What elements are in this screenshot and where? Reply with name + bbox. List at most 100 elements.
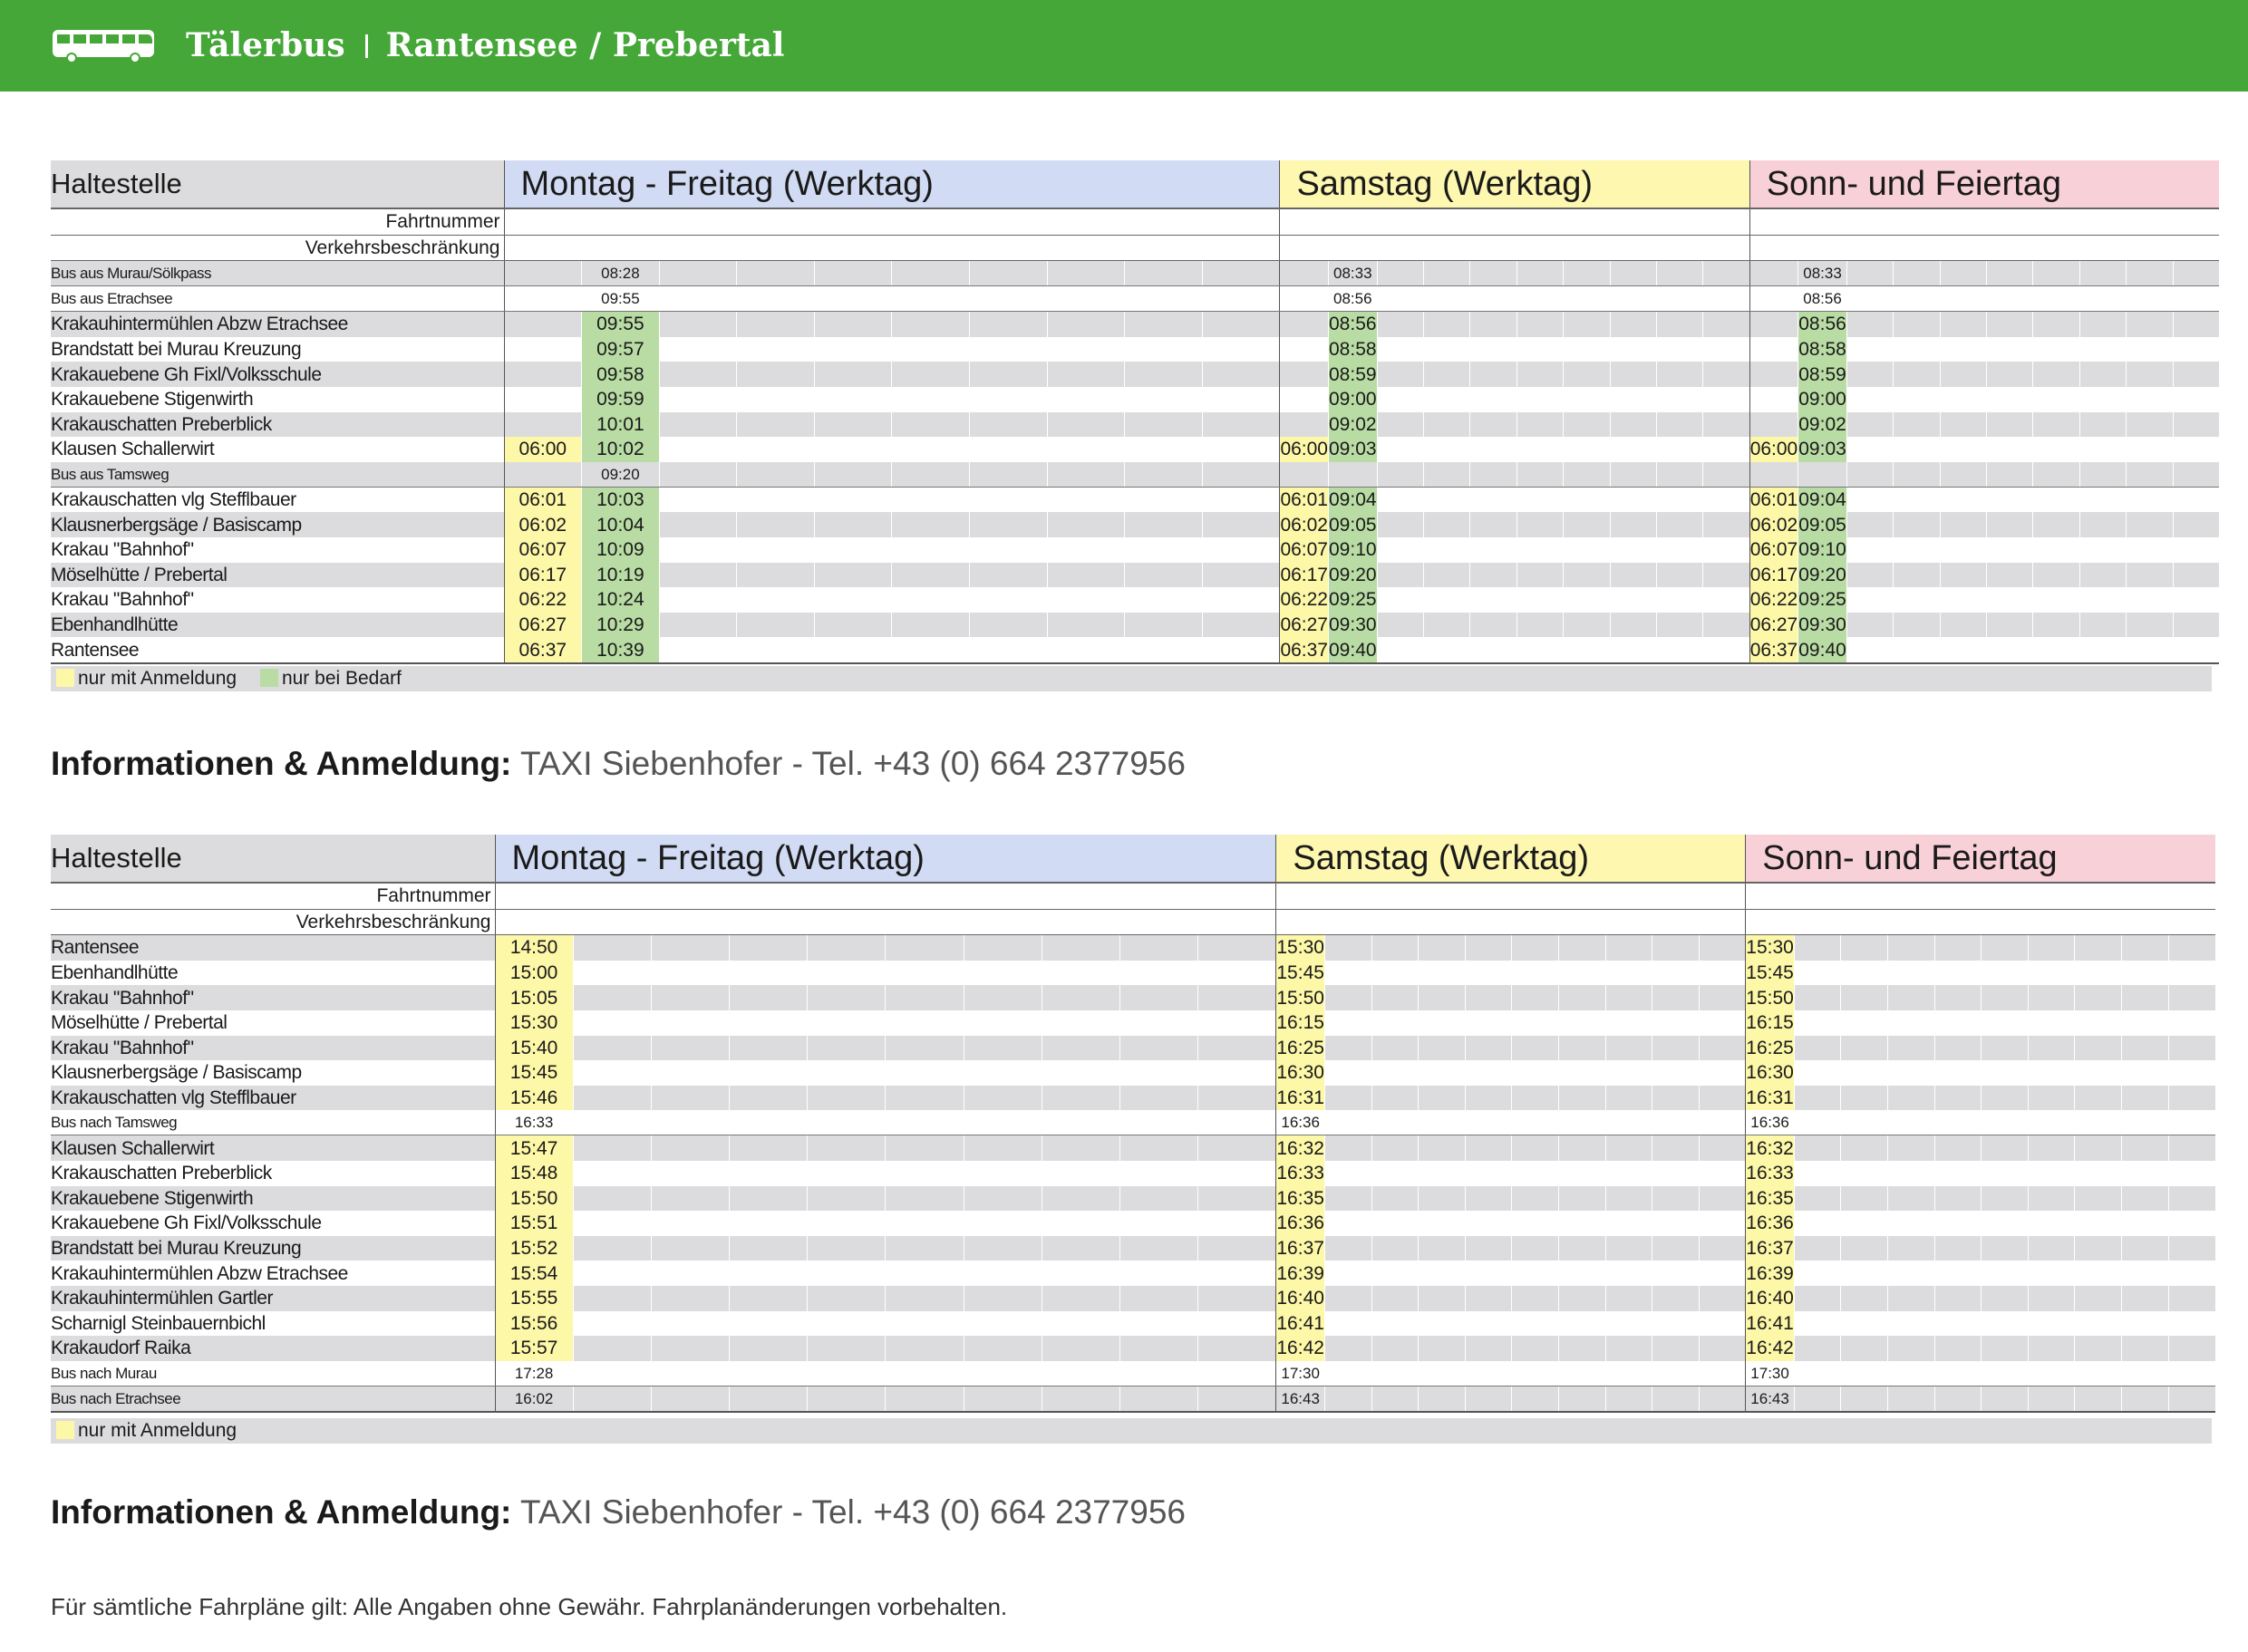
empty-cell bbox=[1557, 1110, 1605, 1136]
time-cell: 16:41 bbox=[1745, 1310, 1795, 1337]
empty-cell bbox=[1516, 411, 1564, 438]
empty-cell bbox=[2027, 1010, 2075, 1036]
empty-cell bbox=[1376, 512, 1424, 537]
empty-cell bbox=[1511, 1160, 1559, 1186]
empty-cell bbox=[1563, 260, 1611, 287]
empty-cell bbox=[1197, 1310, 1276, 1337]
empty-cell bbox=[2172, 260, 2220, 287]
empty-cell bbox=[1516, 336, 1564, 362]
empty-cell bbox=[1698, 1010, 1746, 1036]
empty-cell bbox=[2074, 1035, 2122, 1061]
time-cell: 09:04 bbox=[1797, 487, 1847, 513]
empty-cell bbox=[729, 1185, 808, 1212]
empty-cell bbox=[1046, 461, 1125, 488]
empty-cell bbox=[2032, 562, 2080, 588]
empty-cell bbox=[2167, 960, 2215, 986]
empty-cell bbox=[729, 1110, 808, 1136]
empty-cell bbox=[1557, 1135, 1605, 1161]
empty-cell bbox=[1702, 512, 1750, 537]
empty-cell bbox=[1119, 1010, 1198, 1036]
time-cell: 16:39 bbox=[1745, 1261, 1795, 1286]
empty-cell bbox=[729, 1310, 808, 1337]
empty-cell bbox=[969, 562, 1048, 588]
empty-cell bbox=[1201, 612, 1280, 638]
empty-cell bbox=[1846, 487, 1894, 513]
empty-cell bbox=[658, 260, 737, 287]
empty-cell bbox=[969, 587, 1048, 613]
empty-cell bbox=[891, 411, 970, 438]
empty-cell bbox=[2027, 1336, 2075, 1361]
time-cell: 09:25 bbox=[1328, 587, 1378, 613]
time-cell: 06:27 bbox=[503, 612, 582, 638]
empty-cell bbox=[2074, 960, 2122, 986]
empty-cell bbox=[807, 1185, 886, 1212]
table-row: Scharnigl Steinbauernbichl 15:56 16:41 16:4… bbox=[51, 1310, 2215, 1337]
empty-cell bbox=[1119, 1336, 1198, 1361]
title-separator bbox=[364, 34, 368, 58]
empty-cell bbox=[650, 934, 730, 961]
empty-cell bbox=[1557, 1261, 1605, 1286]
empty-cell bbox=[969, 386, 1048, 412]
empty-cell bbox=[2121, 1035, 2169, 1061]
time-cell: 06:02 bbox=[1279, 512, 1329, 537]
stop-name: Rantensee bbox=[51, 637, 504, 664]
empty-cell bbox=[1609, 587, 1657, 613]
time-cell: 09:59 bbox=[581, 386, 660, 412]
empty-cell bbox=[2032, 260, 2080, 287]
time-cell: 10:19 bbox=[581, 562, 660, 588]
empty-cell bbox=[1846, 461, 1894, 488]
empty-cell bbox=[969, 512, 1048, 537]
stop-name: Bus aus Murau/Sölkpass bbox=[51, 260, 504, 287]
empty-cell bbox=[1511, 1211, 1559, 1236]
time-cell bbox=[1749, 386, 1798, 412]
empty-cell bbox=[1046, 362, 1125, 387]
empty-cell bbox=[1887, 1185, 1935, 1212]
empty-cell bbox=[2027, 1285, 2075, 1311]
empty-cell bbox=[1464, 1010, 1512, 1036]
empty-cell bbox=[969, 536, 1048, 563]
empty-cell bbox=[1371, 1060, 1419, 1086]
empty-cell bbox=[1323, 1336, 1372, 1361]
empty-cell bbox=[1655, 386, 1703, 412]
empty-cell bbox=[2027, 1386, 2075, 1413]
empty-cell bbox=[650, 1110, 730, 1136]
empty-cell bbox=[963, 1261, 1042, 1286]
empty-cell bbox=[1371, 1035, 1419, 1061]
empty-cell bbox=[1046, 512, 1125, 537]
empty-cell bbox=[1702, 336, 1750, 362]
empty-cell bbox=[1846, 536, 1894, 563]
time-cell bbox=[1749, 461, 1798, 488]
empty-cell bbox=[2032, 487, 2080, 513]
empty-cell bbox=[1511, 1261, 1559, 1286]
empty-cell bbox=[1516, 612, 1564, 638]
empty-cell bbox=[1201, 362, 1280, 387]
time-cell: 16:33 bbox=[1275, 1160, 1325, 1186]
empty-cell bbox=[650, 985, 730, 1010]
empty-cell bbox=[650, 1285, 730, 1311]
empty-cell bbox=[1655, 362, 1703, 387]
empty-cell bbox=[572, 1085, 652, 1111]
empty-cell bbox=[1422, 512, 1470, 537]
time-cell: 09:05 bbox=[1797, 512, 1847, 537]
empty-cell bbox=[2074, 1185, 2122, 1212]
time-cell: 08:33 bbox=[1797, 260, 1847, 287]
empty-cell bbox=[969, 411, 1048, 438]
table-row: Krakauhintermühlen Abzw Etrachsee 15:54 16… bbox=[51, 1261, 2215, 1286]
empty-cell bbox=[1846, 411, 1894, 438]
empty-cell bbox=[1376, 411, 1424, 438]
time-cell bbox=[1749, 311, 1798, 337]
empty-cell bbox=[1469, 311, 1517, 337]
empty-cell bbox=[1323, 1085, 1372, 1111]
empty-cell bbox=[2172, 336, 2220, 362]
empty-cell bbox=[1376, 311, 1424, 337]
empty-cell bbox=[1124, 336, 1203, 362]
empty-cell bbox=[572, 1010, 652, 1036]
empty-cell bbox=[1557, 1235, 1605, 1261]
empty-cell bbox=[1469, 336, 1517, 362]
table-row: Ebenhandlhütte 06:27 10:29 06:27 09:30 06:27 0… bbox=[51, 612, 2220, 638]
empty-cell bbox=[2074, 1336, 2122, 1361]
time-cell bbox=[1749, 362, 1798, 387]
empty-cell bbox=[1652, 1360, 1700, 1386]
time-cell: 10:02 bbox=[581, 437, 660, 462]
empty-cell bbox=[2027, 960, 2075, 986]
